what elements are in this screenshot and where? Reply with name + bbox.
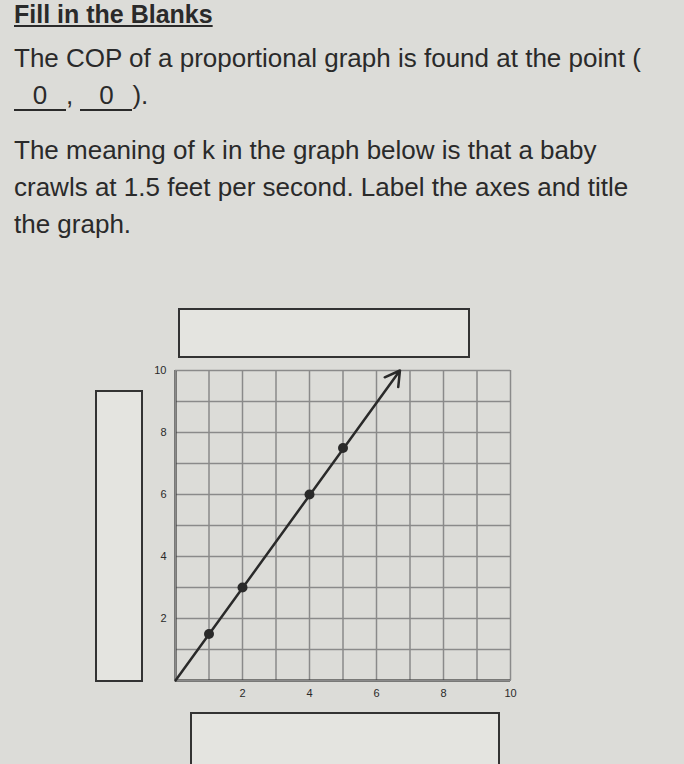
html-text:The meaning of k in the graph: The meaning of k in the graph below is t… xyxy=(14,135,629,239)
svg-text:4: 4 xyxy=(306,687,312,699)
svg-text:4: 4 xyxy=(160,550,166,562)
svg-text:8: 8 xyxy=(160,426,166,438)
html-text:0: 0 xyxy=(99,80,114,110)
html-text:Fill in the Blanks: Fill in the Blanks xyxy=(14,0,213,28)
svg-text:8: 8 xyxy=(440,687,446,699)
svg-text:2: 2 xyxy=(160,612,166,624)
html-text:0: 0 xyxy=(32,80,48,110)
svg-text:2: 2 xyxy=(239,687,245,699)
svg-text:6: 6 xyxy=(373,687,379,699)
svg-text:6: 6 xyxy=(160,488,166,500)
svg-text:10: 10 xyxy=(154,364,166,376)
svg-text:10: 10 xyxy=(504,687,516,699)
html-text:The COP of a proportional grap: The COP of a proportional graph is found… xyxy=(14,43,641,73)
